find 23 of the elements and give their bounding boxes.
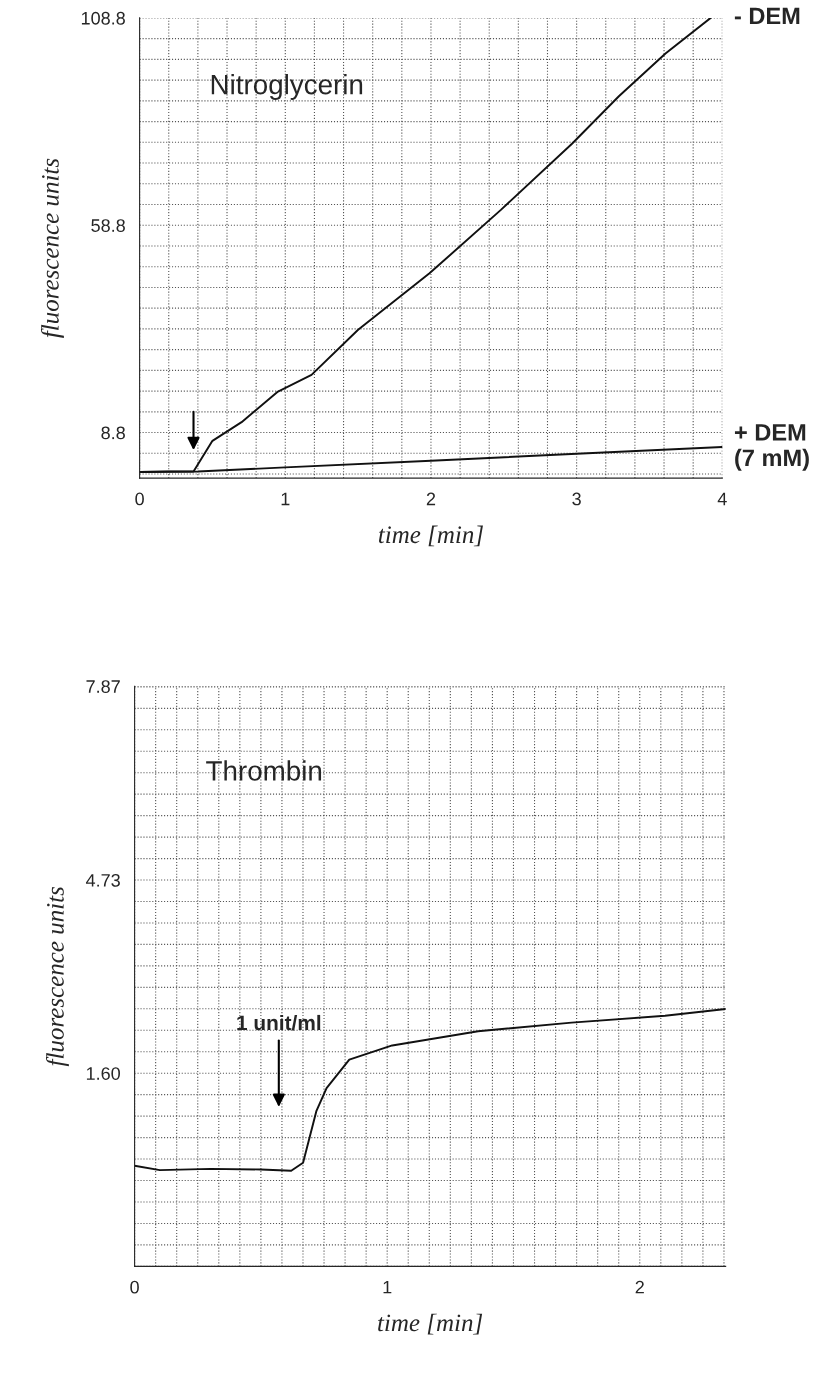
x-tick-label: 0 xyxy=(135,492,144,506)
y-tick-label: 4.73 xyxy=(85,873,120,887)
y-tick-label: 8.8 xyxy=(101,426,125,440)
annotation: Thrombin xyxy=(206,760,322,781)
x-tick-label: 4 xyxy=(717,492,727,506)
y-tick-label: 58.8 xyxy=(91,219,125,232)
x-tick-label: 1 xyxy=(383,1280,392,1294)
x-axis-title: time [min] xyxy=(378,1313,483,1335)
x-tick-label: 1 xyxy=(281,492,290,506)
y-axis-title: fluorescence units xyxy=(45,886,69,1067)
x-axis-title: time [min] xyxy=(378,525,483,547)
y-tick-label: 108.8 xyxy=(81,11,125,25)
y-tick-label: 7.87 xyxy=(86,680,120,693)
x-tick-label: 0 xyxy=(130,1280,139,1294)
y-axis-title: fluorescence units xyxy=(40,158,64,338)
x-tick-label: 2 xyxy=(635,1280,644,1294)
annotation: 1 unit/ml xyxy=(237,1014,321,1031)
x-tick-label: 2 xyxy=(426,492,436,506)
series-label: + DEM (7 mM) xyxy=(734,424,809,471)
series-label: - DEM xyxy=(734,7,800,25)
x-tick-label: 3 xyxy=(572,492,581,506)
annotation: Nitroglycerin xyxy=(211,74,363,100)
y-tick-label: 1.60 xyxy=(86,1067,120,1080)
